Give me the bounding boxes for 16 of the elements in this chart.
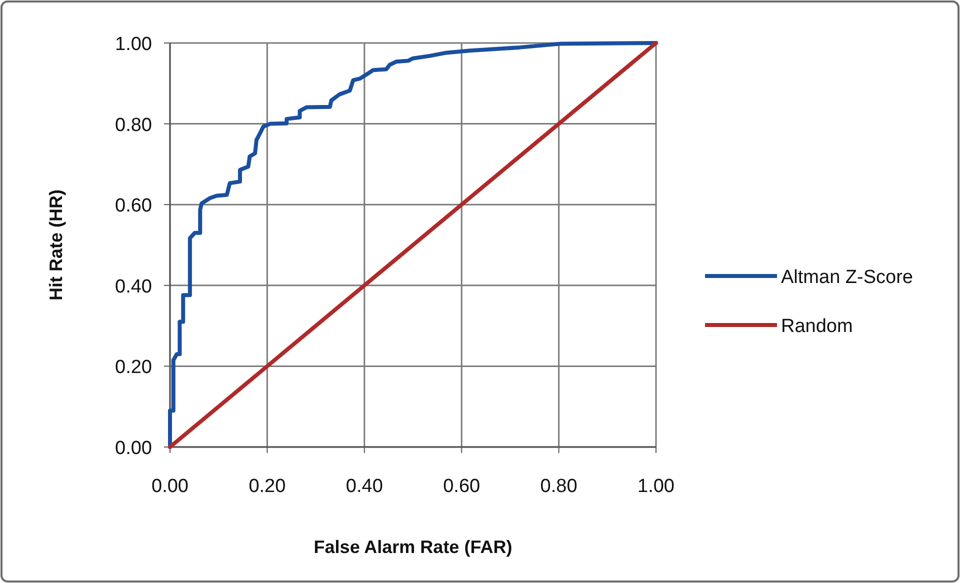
legend-label: Random xyxy=(781,316,853,337)
y-tick-label: 0.80 xyxy=(115,114,152,136)
legend-label: Altman Z-Score xyxy=(781,267,913,288)
y-tick-label: 0.60 xyxy=(115,196,152,217)
y-axis-title: Hit Rate (HR) xyxy=(46,189,66,300)
x-tick-label: 1.00 xyxy=(638,476,674,497)
y-tick-label: 0.20 xyxy=(115,357,152,378)
y-tick-label: 0.40 xyxy=(115,276,152,298)
x-tick-label: 0.40 xyxy=(346,476,383,497)
x-axis-title: False Alarm Rate (FAR) xyxy=(314,537,512,557)
x-tick-label: 0.60 xyxy=(443,476,480,497)
x-tick-label: 0.20 xyxy=(248,476,286,497)
x-tick-label: 0.00 xyxy=(152,476,188,497)
y-tick-label: 0.00 xyxy=(115,438,152,459)
y-tick-label: 1.00 xyxy=(115,34,152,55)
x-tick-label: 0.80 xyxy=(540,476,578,497)
